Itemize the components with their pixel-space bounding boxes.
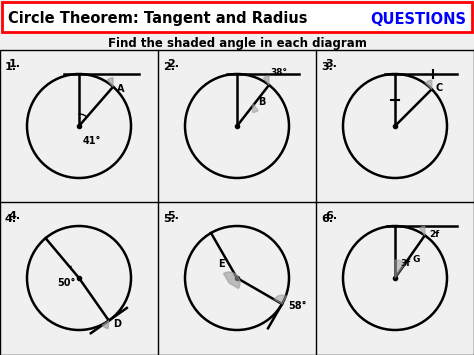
Text: 50°: 50°	[57, 278, 75, 288]
Text: 3.: 3.	[321, 62, 333, 72]
Text: A: A	[117, 84, 125, 94]
Wedge shape	[419, 226, 425, 235]
Text: 4.: 4.	[5, 214, 17, 224]
Wedge shape	[102, 321, 109, 329]
Wedge shape	[107, 78, 113, 87]
Text: QUESTIONS: QUESTIONS	[370, 11, 466, 27]
Wedge shape	[395, 260, 405, 278]
Text: C: C	[436, 83, 443, 93]
Text: 41°: 41°	[83, 136, 101, 146]
Text: E: E	[218, 259, 225, 269]
Wedge shape	[264, 76, 269, 85]
Text: B: B	[259, 98, 266, 108]
Text: 6.: 6.	[325, 211, 337, 221]
Text: D: D	[113, 318, 121, 329]
Text: 38°: 38°	[270, 68, 287, 77]
Wedge shape	[425, 80, 432, 89]
Text: 3f: 3f	[400, 259, 410, 268]
Text: 1.: 1.	[5, 62, 17, 72]
Text: 58°: 58°	[288, 301, 307, 311]
Text: 5.: 5.	[167, 211, 179, 221]
Text: Circle Theorem: Tangent and Radius: Circle Theorem: Tangent and Radius	[8, 11, 308, 27]
Text: 4.: 4.	[9, 211, 21, 221]
Text: 5.: 5.	[163, 214, 175, 224]
Text: 1.: 1.	[9, 59, 21, 69]
Text: 2f: 2f	[429, 230, 439, 239]
Wedge shape	[274, 295, 287, 304]
FancyBboxPatch shape	[2, 2, 472, 32]
Text: 2.: 2.	[167, 59, 179, 69]
Text: 2.: 2.	[163, 62, 175, 72]
Bar	[0, 50, 474, 355]
Text: 3.: 3.	[325, 59, 337, 69]
Text: Find the shaded angle in each diagram: Find the shaded angle in each diagram	[108, 38, 366, 50]
Text: 6.: 6.	[321, 214, 333, 224]
Wedge shape	[253, 103, 258, 113]
Text: G: G	[412, 255, 419, 263]
Wedge shape	[224, 272, 240, 289]
